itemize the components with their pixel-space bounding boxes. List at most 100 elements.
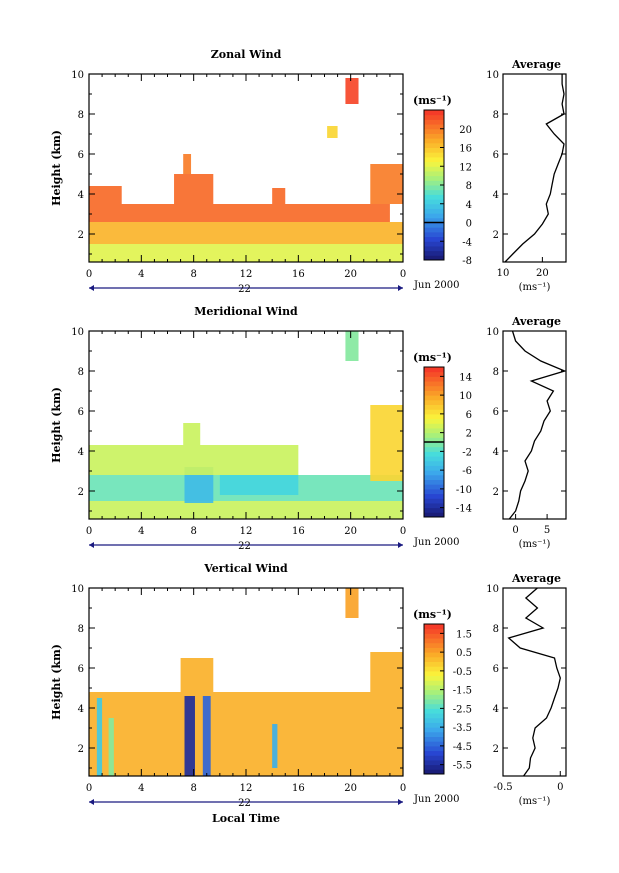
- colorbar-tick-label: 8: [466, 181, 472, 192]
- x-tick-label: 8: [190, 269, 196, 280]
- colorbar-segment: [424, 708, 444, 714]
- data-cell: [202, 696, 211, 776]
- average-y-tick-label: 10: [486, 584, 499, 595]
- colorbar-segment: [424, 666, 444, 672]
- colorbar-segment: [424, 703, 444, 709]
- colorbar-segment: [424, 110, 444, 116]
- colorbar-segment: [424, 241, 444, 247]
- x-tick-label: 0: [400, 783, 406, 794]
- data-cell: [370, 652, 403, 692]
- colorbar-segment: [424, 376, 444, 382]
- y-axis-label: Height (km): [50, 130, 63, 206]
- y-tick-label: 4: [78, 704, 84, 715]
- data-cell: [219, 475, 299, 495]
- average-y-tick-label: 8: [493, 367, 499, 378]
- colorbar-segment: [424, 488, 444, 495]
- colorbar-segment: [424, 231, 444, 238]
- colorbar-segment: [424, 217, 444, 223]
- average-y-tick-label: 6: [493, 150, 499, 161]
- y-tick-label: 4: [78, 190, 84, 201]
- colorbar-segment: [424, 446, 444, 452]
- colorbar-segment: [424, 138, 444, 144]
- x-tick-label: 16: [292, 783, 305, 794]
- colorbar-segment: [424, 395, 444, 401]
- y-axis-label: Height (km): [50, 644, 63, 720]
- x-tick-label: 20: [344, 269, 357, 280]
- colorbar-segment: [424, 119, 444, 125]
- x-tick-label: 8: [190, 783, 196, 794]
- x-tick-label: 20: [344, 526, 357, 537]
- colorbar-tick-label: 14: [459, 372, 472, 383]
- date-axis-arrow: [398, 285, 403, 291]
- colorbar-segment: [424, 194, 444, 200]
- data-cell: [180, 658, 214, 692]
- average-x-tick-label: -0.5: [493, 782, 512, 793]
- colorbar-segment: [424, 409, 444, 415]
- colorbar-tick-label: -10: [456, 485, 472, 496]
- date-month-label: Jun 2000: [413, 794, 460, 805]
- average-y-tick-label: 8: [493, 110, 499, 121]
- colorbar-segment: [424, 769, 444, 775]
- y-tick-label: 2: [78, 230, 84, 241]
- average-y-tick-label: 2: [493, 487, 499, 498]
- average-y-tick-label: 2: [493, 230, 499, 241]
- colorbar-segment: [424, 647, 444, 653]
- colorbar-segment: [424, 638, 444, 644]
- colorbar-tick-label: 16: [459, 144, 472, 155]
- average-y-tick-label: 8: [493, 624, 499, 635]
- colorbar-tick-label: -4: [462, 237, 472, 248]
- colorbar-segment: [424, 124, 444, 130]
- date-axis-arrow: [89, 799, 94, 805]
- colorbar-segment: [424, 170, 444, 177]
- average-x-unit: (ms⁻¹): [519, 539, 551, 550]
- colorbar-tick-label: -6: [462, 466, 472, 477]
- colorbar-segment: [424, 161, 444, 167]
- colorbar-segment: [424, 203, 444, 209]
- y-tick-label: 2: [78, 744, 84, 755]
- y-tick-label: 10: [71, 327, 84, 338]
- colorbar-tick-label: -14: [456, 504, 472, 515]
- colorbar-segment: [424, 460, 444, 466]
- data-cell: [96, 698, 103, 776]
- x-tick-label: 8: [190, 526, 196, 537]
- colorbar-segment: [424, 759, 444, 766]
- average-y-tick-label: 10: [486, 327, 499, 338]
- colorbar-segment: [424, 404, 444, 410]
- date-day-label: 22: [238, 284, 251, 295]
- colorbar-segment: [424, 418, 444, 424]
- data-cell: [327, 126, 338, 138]
- colorbar-segment: [424, 699, 444, 705]
- date-axis-arrow: [398, 542, 403, 548]
- colorbar-segment: [424, 624, 444, 630]
- colorbar-segment: [424, 381, 444, 387]
- x-tick-label: 0: [400, 269, 406, 280]
- average-y-tick-label: 2: [493, 744, 499, 755]
- colorbar-tick-label: 2: [466, 429, 472, 440]
- colorbar-segment: [424, 166, 444, 172]
- data-cell: [89, 222, 403, 244]
- x-tick-label: 12: [240, 269, 253, 280]
- average-x-tick-label: 5: [544, 525, 550, 536]
- data-cell: [370, 405, 403, 481]
- colorbar-tick-label: 0: [466, 219, 472, 230]
- average-title: Average: [511, 58, 561, 71]
- average-x-tick-label: 20: [536, 268, 549, 279]
- data-cell: [89, 204, 390, 222]
- colorbar-tick-label: 0.5: [456, 648, 472, 659]
- data-cell: [345, 588, 359, 618]
- colorbar-segment: [424, 642, 444, 648]
- colorbar-segment: [424, 227, 444, 233]
- colorbar-segment: [424, 670, 444, 677]
- x-tick-label: 0: [86, 526, 92, 537]
- colorbar-segment: [424, 147, 444, 153]
- colorbar-segment: [424, 427, 444, 434]
- colorbar-tick-label: 1.5: [456, 629, 472, 640]
- colorbar-segment: [424, 684, 444, 691]
- colorbar-segment: [424, 745, 444, 752]
- colorbar-segment: [424, 479, 444, 485]
- colorbar-segment: [424, 222, 444, 228]
- average-y-tick-label: 4: [493, 190, 499, 201]
- colorbar-segment: [424, 661, 444, 667]
- colorbar-segment: [424, 484, 444, 490]
